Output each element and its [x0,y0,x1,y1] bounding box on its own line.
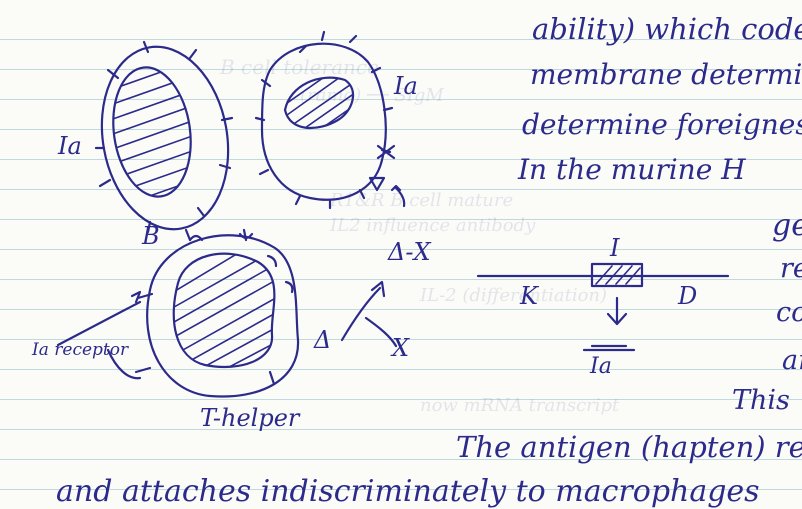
note-line-6: re [780,253,802,284]
gene-ia-label: Ia [590,354,612,379]
t-helper-label: T-helper [200,404,300,432]
x-label: X [392,334,410,362]
delta-label: Δ [314,326,332,354]
note-line-2: membrane determine [530,58,802,91]
note-line-9: This [732,385,790,416]
antigen-diagram [340,280,398,348]
note-line-7: co [776,297,802,328]
gene-map [476,262,730,352]
ia-receptor-label: Ia receptor [32,340,129,360]
note-line-10: The antigen (hapten) re [456,430,802,464]
note-line-4: In the murine H [518,153,746,186]
b-cell-diagram [94,40,234,234]
gene-k-label: K [520,282,538,310]
ia-label-left: Ia [58,132,82,160]
delta-x-label: Δ-X [388,238,431,266]
note-line-8: ant [782,345,802,376]
ia-label-right: Ia [394,72,418,100]
gene-i-label: I [610,234,620,262]
t-helper-diagram [56,228,300,398]
note-line-1: ability) which code [532,12,802,46]
macrophage-diagram [254,30,406,210]
note-line-3: determine foreignes [522,108,802,141]
b-cell-label: B [142,222,160,250]
note-line-5: ge [772,208,802,243]
gene-d-label: D [678,282,698,310]
